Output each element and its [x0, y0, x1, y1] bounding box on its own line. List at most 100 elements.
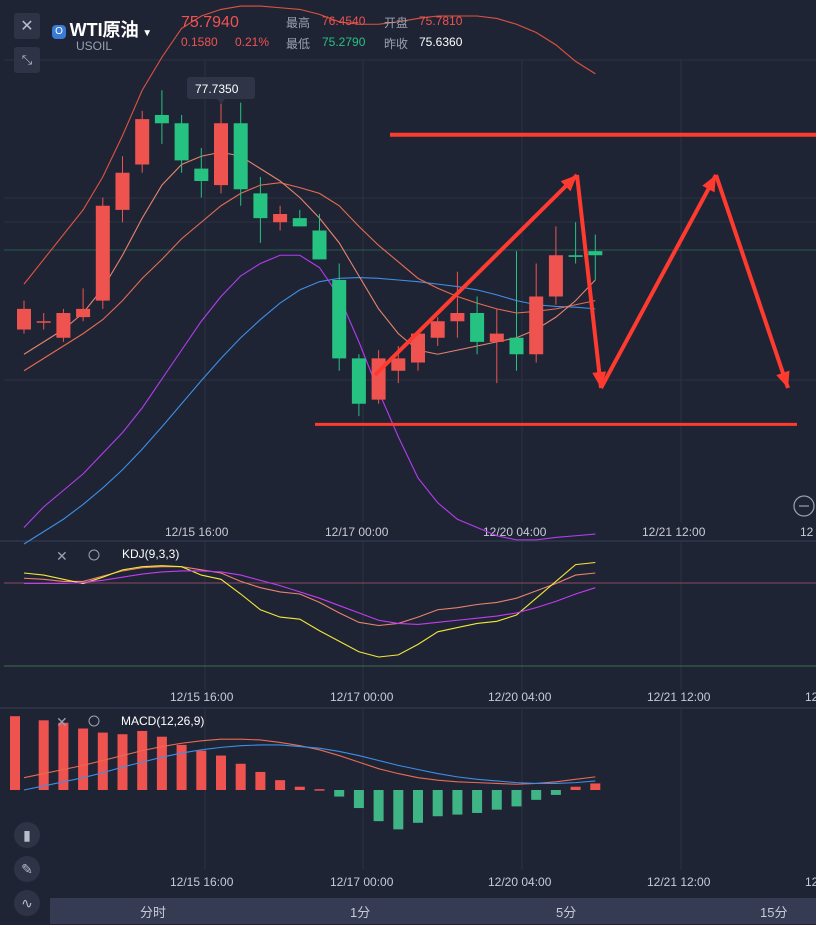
candle [154, 115, 169, 124]
macd-bar [472, 790, 483, 813]
macd-bar [570, 786, 581, 790]
high-value: 76.4540 [322, 14, 366, 28]
macd-close-icon: ✕ [56, 714, 68, 730]
macd-bar [550, 790, 561, 795]
macd-dea-line [23, 744, 596, 791]
macd-bar [156, 736, 167, 790]
macd-settings-icon [88, 715, 100, 727]
shrink-icon: ⤡ [21, 52, 33, 67]
macd-bar [137, 730, 148, 790]
shrink-button[interactable]: ⤡ [14, 47, 40, 73]
macd-bar [314, 789, 325, 791]
macd-bar [413, 790, 423, 823]
forecast-arrow [714, 174, 790, 389]
low-value: 75.2790 [322, 35, 366, 49]
forecast-arrow [373, 173, 579, 377]
tab-5min[interactable]: 5分 [556, 905, 577, 920]
candle [430, 321, 445, 338]
kdj-close-icon: ✕ [56, 548, 68, 564]
macd-dif-line [23, 738, 596, 785]
candle [312, 230, 327, 260]
candle [253, 193, 268, 219]
symbol-selector[interactable]: O WTI原油 ▼ [52, 16, 152, 42]
kdj-line-2 [24, 570, 596, 626]
indicator-icon: ∿ [21, 894, 33, 911]
arrow-head [776, 370, 790, 388]
candle [470, 313, 485, 342]
macd-bar [294, 786, 305, 790]
close-icon: ✕ [20, 18, 34, 35]
kdj-time-label: 12/21 12:00 [647, 690, 711, 704]
macd-bar [393, 790, 404, 830]
macd-bar [176, 744, 187, 790]
kdj-line-1 [23, 561, 596, 658]
symbol-name: WTI原油 [69, 20, 139, 40]
macd-bar [117, 734, 128, 790]
candle [411, 333, 425, 363]
candle [36, 321, 51, 323]
candle [568, 255, 583, 257]
candle [292, 218, 307, 227]
candle [56, 313, 71, 338]
candle [588, 251, 603, 256]
tab-timeshare[interactable]: 分时 [140, 905, 167, 920]
macd-bar [255, 771, 266, 790]
macd-bar [78, 728, 89, 790]
close-button[interactable]: ✕ [14, 13, 40, 39]
kdj-time-label: 12/15 16:00 [170, 690, 234, 704]
candle [351, 358, 366, 404]
candle-type-button[interactable]: ▮ [14, 822, 40, 848]
candle [115, 172, 130, 210]
price-time-label: 12 [800, 525, 814, 539]
ma-blue-line [23, 276, 596, 545]
tab-15min[interactable]: 15分 [760, 905, 788, 920]
kdj-time-label: 12/20 04:00 [488, 690, 552, 704]
macd-bar [373, 790, 384, 822]
candle [214, 123, 228, 186]
macd-bar [432, 790, 443, 817]
candle [273, 214, 288, 223]
macd-bar [196, 750, 207, 790]
high-label: 最高 [286, 16, 311, 30]
macd-bar [58, 722, 69, 790]
candle [450, 313, 465, 322]
boll-upper-line [23, 5, 596, 285]
candle [509, 337, 524, 355]
low-label: 最低 [286, 37, 311, 51]
prev-close-label: 昨收 [384, 37, 409, 51]
high-annotation-box [187, 77, 255, 99]
candle [489, 333, 504, 342]
forecast-arrow [575, 174, 603, 389]
price-time-label: 12/20 04:00 [483, 525, 547, 539]
period-tabs: 分时 1分 5分 15分 [50, 898, 816, 924]
macd-time-label: 12/15 16:00 [170, 875, 234, 889]
price-change-pct: 0.21% [235, 35, 270, 49]
candle [391, 358, 406, 371]
macd-bar [275, 780, 286, 790]
high-annotation-pointer [217, 99, 225, 104]
open-value: 75.7810 [419, 14, 463, 28]
macd-time-label: 12/21 12:00 [647, 875, 711, 889]
pencil-icon: ✎ [21, 860, 33, 877]
price-time-label: 12/21 12:00 [642, 525, 706, 539]
macd-bar [353, 790, 364, 809]
kdj-line-0 [23, 566, 596, 627]
arrow-head [592, 371, 607, 388]
symbol-badge-icon: O [52, 25, 66, 39]
price-time-label: 12/15 16:00 [165, 525, 229, 539]
candle [95, 205, 110, 301]
macd-bar [10, 716, 20, 790]
boll-lower-line [23, 254, 596, 541]
candle [529, 296, 544, 355]
forecast-arrow [599, 174, 718, 389]
symbol-code: USOIL [76, 39, 113, 53]
macd-bar [531, 790, 542, 800]
macd-bar [235, 763, 246, 790]
draw-tool-button[interactable]: ✎ [14, 856, 40, 882]
candle [135, 119, 150, 165]
candlestick-icon: ▮ [23, 826, 31, 843]
candle [233, 123, 248, 190]
tab-1min[interactable]: 1分 [350, 905, 371, 920]
indicator-button[interactable]: ∿ [14, 890, 40, 916]
